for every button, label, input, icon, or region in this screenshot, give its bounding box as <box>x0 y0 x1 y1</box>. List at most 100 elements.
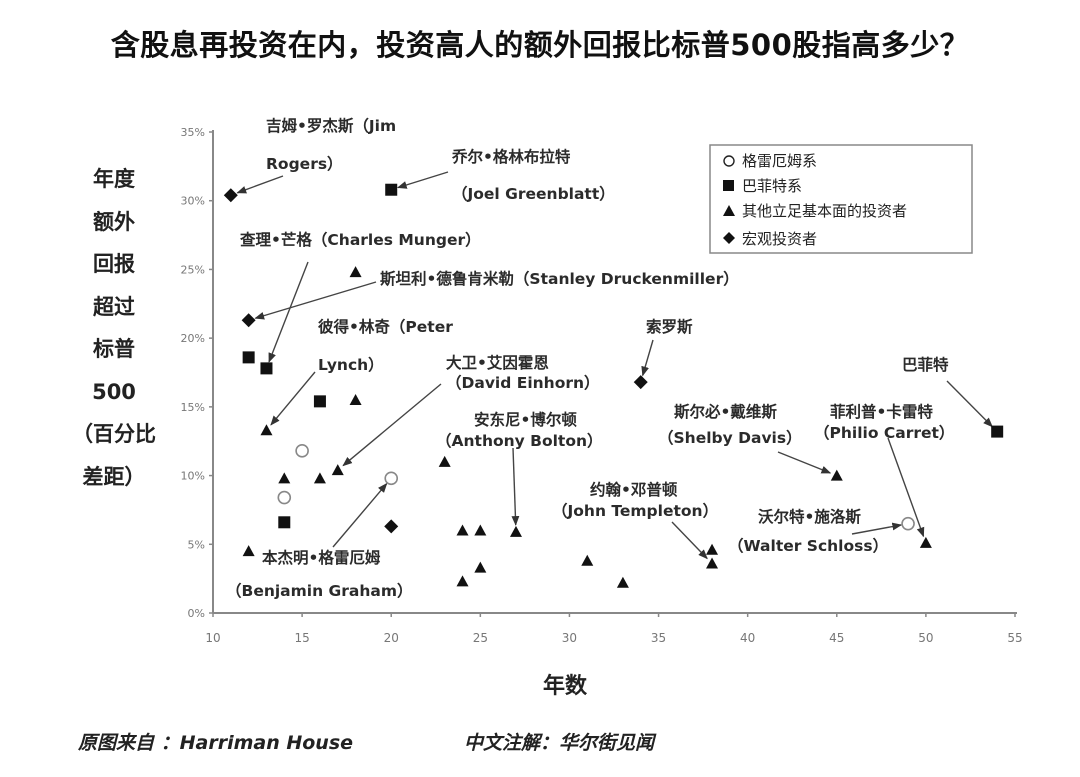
annotation-soros: 索罗斯 <box>646 317 693 336</box>
y-axis-label-line: 标普 <box>93 337 135 361</box>
data-point-triangle <box>313 472 326 484</box>
circle-open-icon <box>723 155 735 167</box>
annotation-john-templeton: （John Templeton） <box>552 502 718 520</box>
y-axis-label-line: 年度 <box>93 167 135 191</box>
y-axis-label-line: 500 <box>92 379 136 404</box>
annotation-john-templeton: 约翰•邓普顿 <box>590 480 678 499</box>
x-tick-label: 15 <box>294 631 309 645</box>
x-axis-label: 年数 <box>542 674 587 699</box>
data-point-triangle <box>509 525 522 537</box>
x-tick-label: 35 <box>651 631 666 645</box>
y-tick-label: 30% <box>181 195 205 208</box>
x-tick-label: 30 <box>562 631 577 645</box>
y-axis-label-line: （百分比 <box>72 422 156 446</box>
annotation-peter-lynch: Lynch） <box>318 356 384 374</box>
leader-line <box>851 522 903 535</box>
annotation-shelby-davis: 斯尔必•戴维斯 <box>674 402 777 421</box>
annotation-walter-schloss: 沃尔特•施洛斯 <box>758 507 861 526</box>
data-point-square <box>278 516 291 529</box>
annotation-jim-rogers: 吉姆•罗杰斯（Jim <box>266 116 396 135</box>
leader-line <box>511 447 520 526</box>
y-axis-label-line: 差距） <box>82 464 146 489</box>
y-tick-label: 25% <box>181 263 205 276</box>
annotation-david-einhorn: （David Einhorn） <box>446 374 600 392</box>
legend: 格雷厄姆系 巴菲特系 其他立足基本面的投资者 宏观投资者 <box>709 144 973 254</box>
y-tick-label: 5% <box>188 538 205 551</box>
diamond-icon <box>723 232 735 244</box>
data-point-triangle <box>474 561 487 573</box>
annotation-shelby-davis: （Shelby Davis） <box>658 429 802 447</box>
leader-line <box>671 521 708 560</box>
footer-note: 中文注解：华尔街见闻 <box>464 732 655 754</box>
annotation-leader-lines <box>236 171 993 560</box>
data-point-diamond <box>384 519 399 534</box>
leader-line <box>332 482 388 548</box>
y-axis-label-line: 回报 <box>93 252 135 276</box>
legend-item-buffett: 巴菲特系 <box>742 177 802 195</box>
x-tick-label: 45 <box>829 631 844 645</box>
leader-line <box>887 437 925 538</box>
leader-line <box>641 339 654 377</box>
data-point-diamond <box>633 375 648 390</box>
leader-line <box>396 171 449 189</box>
data-point-square <box>313 395 326 408</box>
square-icon <box>723 180 734 191</box>
data-point-triangle <box>456 524 469 536</box>
annotation-philip-carret: 菲利普•卡雷特 <box>830 402 933 421</box>
x-tick-label: 40 <box>740 631 755 645</box>
y-axis-label-line: 超过 <box>93 294 135 319</box>
annotation-joel-greenblatt: （Joel Greenblatt） <box>452 185 615 203</box>
triangle-icon <box>723 205 735 216</box>
x-tick-label: 50 <box>918 631 933 645</box>
data-point-triangle <box>278 472 291 484</box>
y-axis-label: 年度 额外 回报 超过 标普 500 （百分比 差距） <box>62 158 166 498</box>
data-point-triangle <box>438 455 451 467</box>
data-point-triangle <box>706 557 719 569</box>
x-tick-label: 10 <box>205 631 220 645</box>
leader-line <box>270 371 316 426</box>
chart-title: 含股息再投资在内，投资高人的额外回报比标普500股指高多少？ <box>110 28 970 62</box>
annotation-anthony-bolton: （Anthony Bolton） <box>436 432 603 450</box>
data-point-square <box>385 183 398 196</box>
y-tick-label: 20% <box>181 332 205 345</box>
y-tick-label: 35% <box>181 126 205 139</box>
data-point-circle-open <box>295 444 309 458</box>
annotation-buffett: 巴菲特 <box>902 355 949 374</box>
data-point-square <box>260 362 273 375</box>
x-tick-label: 20 <box>384 631 399 645</box>
x-tick-label: 55 <box>1007 631 1022 645</box>
data-point-triangle <box>919 536 932 548</box>
leader-line <box>236 175 284 194</box>
annotation-david-einhorn: 大卫•艾因霍恩 <box>446 353 549 372</box>
legend-item-fundamental: 其他立足基本面的投资者 <box>742 202 907 220</box>
annotation-joel-greenblatt: 乔尔•格林布拉特 <box>451 147 571 166</box>
y-tick-label: 15% <box>181 401 205 414</box>
annotation-jim-rogers: Rogers） <box>266 155 343 173</box>
annotation-anthony-bolton: 安东尼•博尔顿 <box>474 410 577 429</box>
data-point-triangle <box>474 524 487 536</box>
leader-line <box>342 383 442 467</box>
data-point-diamond <box>241 313 256 328</box>
data-point-triangle <box>242 545 255 557</box>
axes: 0% 5% 10% 15% 20% 25% 30% 35% 10 15 20 25 30 35 40 45 50… <box>181 126 1023 645</box>
x-tick-label: 25 <box>473 631 488 645</box>
legend-item-macro: 宏观投资者 <box>742 230 817 248</box>
annotation-benjamin-graham: （Benjamin Graham） <box>226 582 413 600</box>
annotation-benjamin-graham: 本杰明•格雷厄姆 <box>262 548 381 567</box>
y-tick-label: 10% <box>181 470 205 483</box>
data-point-triangle <box>830 469 843 481</box>
legend-item-graham: 格雷厄姆系 <box>742 152 817 170</box>
data-points <box>223 183 1004 588</box>
data-point-triangle <box>349 266 362 278</box>
data-point-circle-open <box>901 516 915 531</box>
annotations: 吉姆•罗杰斯（Jim Rogers） 乔尔•格林布拉特 （Joel Greenb… <box>226 116 954 600</box>
data-point-circle-open <box>277 490 292 505</box>
data-point-diamond <box>223 188 238 203</box>
data-point-square <box>242 351 255 364</box>
data-point-triangle <box>456 575 469 587</box>
data-point-square <box>991 425 1004 438</box>
data-point-triangle <box>260 424 273 436</box>
annotation-philip-carret: （Philio Carret） <box>814 424 954 442</box>
data-point-triangle <box>581 554 594 566</box>
footer-source: 原图来自 ：Harriman House <box>78 732 354 754</box>
